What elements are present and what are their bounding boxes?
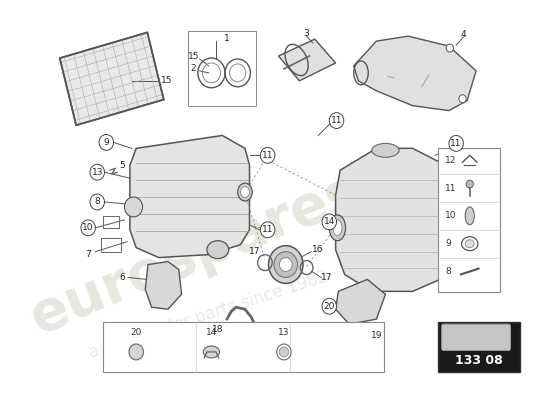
- Text: 15: 15: [161, 76, 172, 85]
- Text: 11: 11: [262, 151, 273, 160]
- Circle shape: [129, 344, 144, 360]
- Ellipse shape: [465, 207, 474, 225]
- Bar: [103, 322, 384, 372]
- Text: 15: 15: [188, 52, 199, 60]
- Text: 11: 11: [450, 139, 462, 148]
- Polygon shape: [145, 262, 182, 309]
- Text: 7: 7: [85, 250, 91, 259]
- Bar: [101, 238, 121, 252]
- Circle shape: [81, 220, 96, 236]
- Text: 133 08: 133 08: [455, 354, 503, 367]
- Text: 2: 2: [190, 64, 196, 74]
- Text: 20: 20: [323, 302, 335, 311]
- Text: a passion for parts since 1982: a passion for parts since 1982: [87, 267, 331, 362]
- Text: 10: 10: [446, 211, 457, 220]
- Text: 19: 19: [371, 330, 382, 340]
- Circle shape: [322, 214, 337, 230]
- Text: 13: 13: [278, 328, 290, 336]
- Text: 14: 14: [323, 217, 335, 226]
- Circle shape: [260, 147, 275, 163]
- Text: 16: 16: [312, 245, 323, 254]
- Bar: [438, 322, 520, 372]
- Circle shape: [459, 95, 466, 103]
- FancyBboxPatch shape: [442, 324, 510, 350]
- Circle shape: [260, 222, 275, 238]
- Polygon shape: [336, 148, 453, 291]
- Ellipse shape: [329, 215, 345, 241]
- Circle shape: [322, 298, 337, 314]
- Ellipse shape: [465, 240, 474, 248]
- Text: 17: 17: [321, 273, 332, 282]
- Ellipse shape: [240, 186, 250, 198]
- Polygon shape: [354, 36, 476, 111]
- Bar: [103, 216, 119, 228]
- Ellipse shape: [279, 347, 289, 357]
- Text: 5: 5: [120, 161, 125, 170]
- Circle shape: [449, 136, 464, 151]
- Circle shape: [99, 134, 113, 150]
- Polygon shape: [336, 280, 386, 324]
- Polygon shape: [130, 136, 250, 258]
- Text: 18: 18: [212, 324, 223, 334]
- Text: 6: 6: [120, 273, 125, 282]
- Bar: [438, 148, 499, 292]
- Text: 8: 8: [95, 198, 100, 206]
- Bar: [188, 31, 256, 106]
- Text: 11: 11: [262, 225, 273, 234]
- Text: 11: 11: [331, 116, 342, 125]
- Text: 11: 11: [446, 184, 457, 192]
- Text: 20: 20: [130, 328, 142, 336]
- Text: 9: 9: [103, 138, 109, 147]
- Ellipse shape: [207, 241, 229, 258]
- Text: 14: 14: [206, 328, 217, 336]
- Circle shape: [466, 180, 474, 188]
- Circle shape: [329, 113, 344, 128]
- Text: 3: 3: [304, 29, 310, 38]
- Ellipse shape: [124, 197, 142, 217]
- Text: 13: 13: [91, 168, 103, 177]
- Circle shape: [446, 44, 453, 52]
- Ellipse shape: [372, 143, 399, 157]
- Text: 8: 8: [446, 267, 451, 276]
- Polygon shape: [60, 32, 164, 125]
- Circle shape: [90, 164, 104, 180]
- Text: 10: 10: [82, 223, 94, 232]
- Ellipse shape: [333, 220, 342, 236]
- Text: 12: 12: [446, 156, 456, 165]
- Ellipse shape: [204, 346, 219, 358]
- Ellipse shape: [238, 183, 252, 201]
- Text: eurospares: eurospares: [23, 164, 368, 345]
- Ellipse shape: [274, 252, 298, 278]
- Text: 17: 17: [249, 247, 261, 256]
- Ellipse shape: [268, 246, 303, 284]
- Ellipse shape: [279, 258, 292, 272]
- Text: 9: 9: [446, 239, 451, 248]
- Circle shape: [90, 194, 104, 210]
- Text: 4: 4: [460, 30, 466, 39]
- Polygon shape: [278, 39, 336, 81]
- Text: 1: 1: [224, 34, 230, 43]
